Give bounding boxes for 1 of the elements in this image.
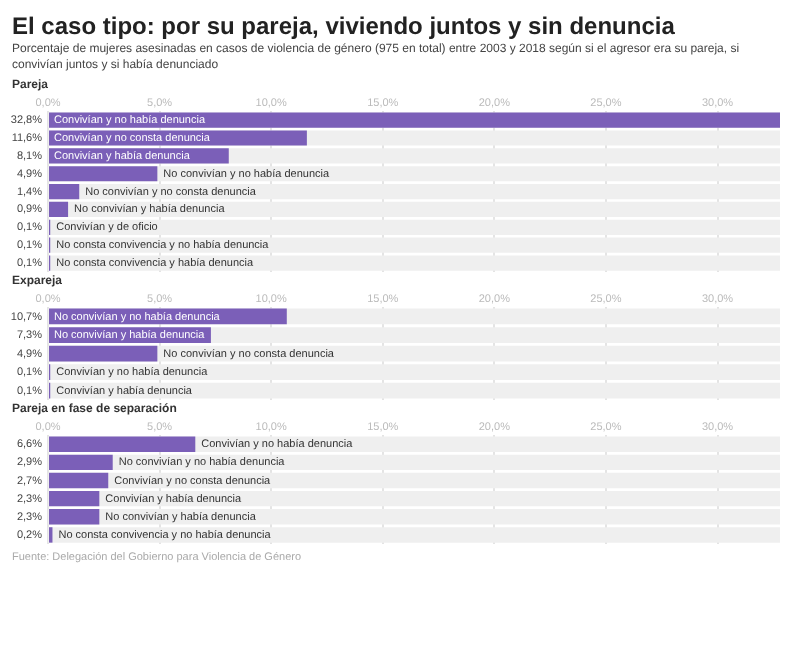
chart-title: El caso tipo: por su pareja, viviendo juntos y sin denuncia [12,12,677,40]
